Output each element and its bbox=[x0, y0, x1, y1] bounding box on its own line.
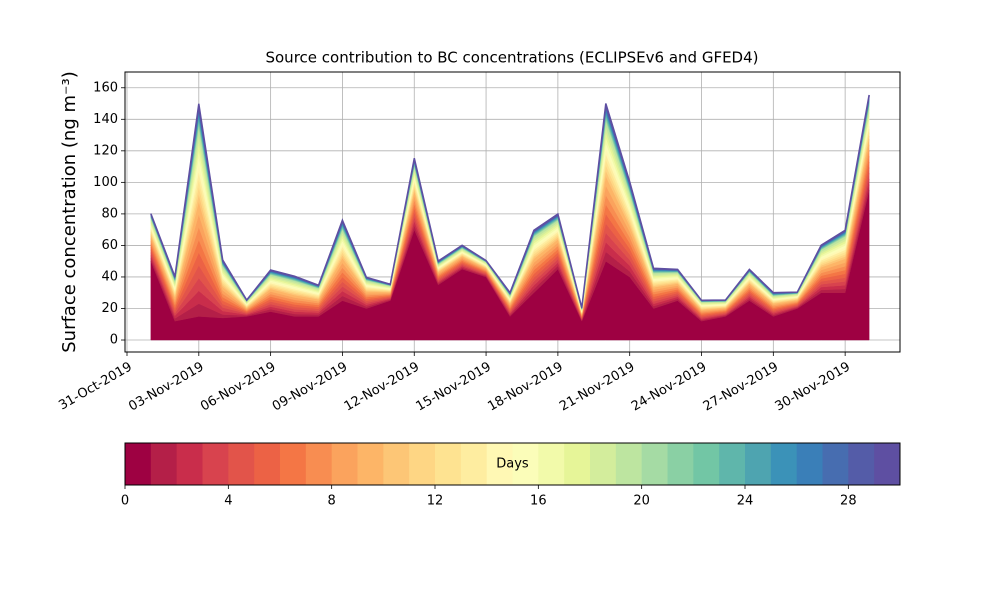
colorbar-swatch bbox=[874, 443, 901, 485]
y-tick-label: 40 bbox=[101, 269, 118, 284]
colorbar-swatch bbox=[693, 443, 720, 485]
colorbar-swatch bbox=[280, 443, 307, 485]
colorbar-swatch bbox=[228, 443, 255, 485]
colorbar-swatch bbox=[383, 443, 410, 485]
colorbar-swatch bbox=[512, 443, 539, 485]
colorbar-swatch bbox=[796, 443, 823, 485]
colorbar-tick-label: 0 bbox=[121, 494, 129, 509]
colorbar-tick-label: 28 bbox=[840, 494, 857, 509]
colorbar-swatch bbox=[305, 443, 333, 485]
colorbar-tick-label: 8 bbox=[328, 494, 336, 509]
colorbar-swatch bbox=[770, 443, 798, 485]
y-tick-label: 20 bbox=[101, 301, 118, 316]
colorbar-swatch bbox=[409, 443, 436, 485]
colorbar-tick-label: 24 bbox=[737, 494, 754, 509]
y-tick-label: 80 bbox=[101, 206, 118, 221]
y-tick-label: 160 bbox=[93, 80, 118, 95]
colorbar-swatch bbox=[719, 443, 746, 485]
colorbar-swatch bbox=[254, 443, 281, 485]
colorbar-tick-label: 20 bbox=[633, 494, 650, 509]
y-tick-label: 0 bbox=[110, 333, 118, 348]
colorbar-frame bbox=[124, 442, 901, 486]
colorbar-swatch bbox=[125, 443, 152, 485]
colorbar-tick-label: 4 bbox=[224, 494, 232, 509]
plot-frame bbox=[124, 71, 901, 353]
y-tick-label: 100 bbox=[93, 175, 118, 190]
colorbar-swatch bbox=[590, 443, 617, 485]
chart-title: Source contribution to BC concentrations… bbox=[265, 49, 758, 67]
colorbar-swatch bbox=[745, 443, 772, 485]
y-tick-label: 60 bbox=[101, 238, 118, 253]
colorbar-tick-label: 12 bbox=[427, 494, 444, 509]
colorbar-swatch bbox=[822, 443, 849, 485]
colorbar-swatch bbox=[435, 443, 462, 485]
area-layer bbox=[150, 94, 870, 309]
colorbar-swatch bbox=[176, 443, 203, 485]
colorbar-swatch bbox=[357, 443, 384, 485]
colorbar-swatch bbox=[202, 443, 229, 485]
colorbar-swatch bbox=[331, 443, 358, 485]
colorbar-swatch bbox=[667, 443, 694, 485]
y-axis-label: Surface concentration (ng m⁻³) bbox=[59, 71, 80, 353]
colorbar-swatch bbox=[564, 443, 591, 485]
colorbar-label: Days bbox=[496, 457, 529, 472]
colorbar-swatch bbox=[538, 443, 565, 485]
colorbar-tick-label: 16 bbox=[530, 494, 547, 509]
colorbar-swatch bbox=[486, 443, 513, 485]
y-tick-label: 120 bbox=[93, 143, 118, 158]
colorbar-swatch bbox=[848, 443, 875, 485]
colorbar-swatch bbox=[641, 443, 668, 485]
colorbar-swatch bbox=[150, 443, 178, 485]
colorbar-swatch bbox=[615, 443, 643, 485]
y-tick-label: 140 bbox=[93, 112, 118, 127]
colorbar-swatch bbox=[460, 443, 488, 485]
